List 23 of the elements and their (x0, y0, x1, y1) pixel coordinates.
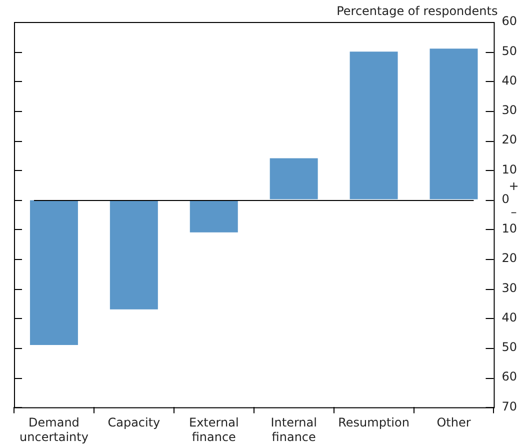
y-tick-label: 60 (502, 14, 518, 28)
x-tick-label: Capacity (108, 416, 160, 430)
y-tick-label: 60 (502, 370, 518, 384)
y-tick-label: 20 (502, 251, 518, 266)
x-tick-label: Demand uncertainty (20, 416, 88, 444)
y-axis-title: Percentage of respondents (336, 4, 498, 18)
y-tick-label: 0 (502, 192, 510, 206)
y-tick-label: 30 (502, 280, 518, 295)
y-tick-label: 40 (502, 310, 518, 324)
y-tick-label: 20 (502, 132, 518, 147)
x-tick-label: Resumption (338, 416, 410, 430)
y-tick-label: 10 (502, 162, 518, 176)
y-tick-label: 50 (502, 44, 518, 58)
x-tick-label: Internal finance (270, 416, 317, 444)
x-tick-label: Other (436, 416, 471, 430)
x-tick-label: External finance (188, 416, 239, 444)
y-tick-label: 70 (502, 399, 518, 414)
y-tick-label: 30 (502, 103, 518, 118)
text: + (508, 178, 519, 193)
y-tick-label: 50 (502, 340, 518, 354)
text: – (510, 204, 517, 219)
y-tick-label: 10 (502, 222, 518, 236)
y-tick-label: 40 (502, 73, 518, 88)
